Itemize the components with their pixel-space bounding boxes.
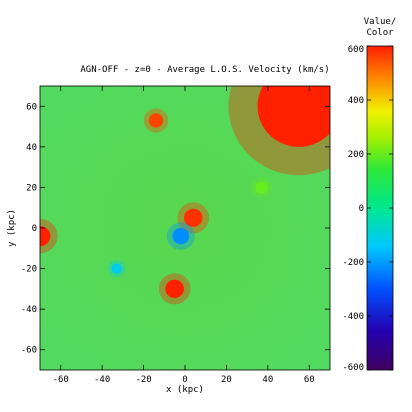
- x-axis-ticks: -60 -40 -20 0 20 40 60: [53, 86, 315, 385]
- colorbar-title-line1: Value/: [364, 17, 397, 27]
- velocity-features: [40, 86, 330, 305]
- colorbar-tick-label: -400: [342, 312, 364, 322]
- colorbar-tick-label: -600: [342, 363, 364, 373]
- y-tick-label: 40: [26, 143, 37, 153]
- y-tick-label: 0: [32, 224, 37, 234]
- x-axis-label: x (kpc): [166, 385, 204, 395]
- colorbar-tick-label: 600: [348, 45, 364, 55]
- y-tick-label: -60: [21, 346, 37, 356]
- velocity-feature-3: [183, 208, 203, 227]
- x-tick-label: 60: [304, 375, 315, 385]
- velocity-feature-8: [257, 86, 330, 147]
- map-area: [39, 85, 331, 371]
- velocity-feature-6: [165, 279, 184, 298]
- y-tick-label: -40: [21, 305, 37, 315]
- y-tick-label: -20: [21, 265, 37, 275]
- colorbar-title-line2: Color: [366, 28, 394, 38]
- colorbar: Value/ Color 600 400 200 0 -200 -400 -600: [342, 17, 396, 373]
- colorbar-tick-label: 0: [359, 204, 364, 214]
- colorbar-tick-label: 400: [348, 96, 364, 106]
- y-tick-label: 60: [26, 102, 37, 112]
- y-tick-label: 20: [26, 183, 37, 193]
- velocity-feature-5: [111, 263, 122, 274]
- velocity-feature-4: [172, 228, 190, 245]
- velocity-feature-7: [255, 181, 268, 194]
- x-tick-label: -20: [135, 375, 151, 385]
- velocity-feature-2: [148, 113, 164, 128]
- x-tick-label: 20: [221, 375, 232, 385]
- colorbar-gradient: [367, 46, 393, 370]
- x-tick-label: -60: [53, 375, 69, 385]
- colorbar-tick-label: 200: [348, 150, 364, 160]
- colorbar-ticks: 600 400 200 0 -200 -400 -600: [342, 45, 393, 373]
- x-tick-label: -40: [94, 375, 110, 385]
- x-tick-label: 0: [182, 375, 187, 385]
- y-axis-ticks: -60 -40 -20 0 20 40 60: [21, 102, 330, 356]
- y-axis-label: y (kpc): [7, 209, 17, 247]
- colorbar-tick-label: -200: [342, 258, 364, 268]
- x-tick-label: 40: [262, 375, 273, 385]
- chart-title: AGN-OFF - z=0 - Average L.O.S. Velocity …: [80, 65, 329, 75]
- velocity-feature-1: [40, 225, 51, 247]
